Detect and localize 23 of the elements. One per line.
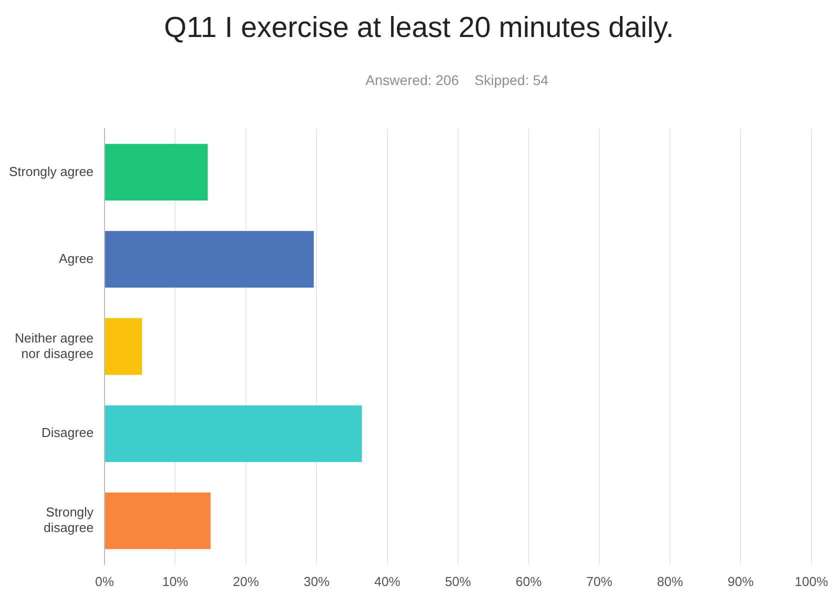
bar — [105, 492, 211, 550]
chart-title: Q11 I exercise at least 20 minutes daily. — [163, 12, 675, 45]
x-tick-label: 10% — [162, 574, 189, 589]
x-tick-label: 70% — [586, 574, 613, 589]
x-tick-label: 60% — [516, 574, 542, 589]
x-tick-label: 80% — [656, 574, 684, 589]
x-tick-label: 20% — [232, 574, 260, 589]
y-tick-label: Agree — [58, 250, 94, 266]
bar — [105, 318, 142, 375]
y-tick-label: Neither agree nor disagree — [14, 330, 94, 361]
bar — [105, 405, 362, 462]
x-tick-label: 30% — [304, 574, 330, 589]
x-tick-label: 40% — [374, 574, 401, 589]
x-tick-label: 100% — [794, 574, 828, 589]
bar — [105, 144, 208, 201]
x-tick-label: 0% — [95, 574, 114, 589]
bar — [105, 231, 314, 288]
y-tick-label: Disagree — [42, 425, 94, 440]
chart-subtitle: Answered: 206 Skipped: 54 — [364, 72, 550, 88]
x-tick-label: 90% — [728, 574, 754, 589]
y-tick-label: Strongly disagree — [44, 504, 94, 536]
y-tick-label: Strongly agree — [8, 164, 94, 179]
x-tick-label: 50% — [444, 574, 472, 589]
